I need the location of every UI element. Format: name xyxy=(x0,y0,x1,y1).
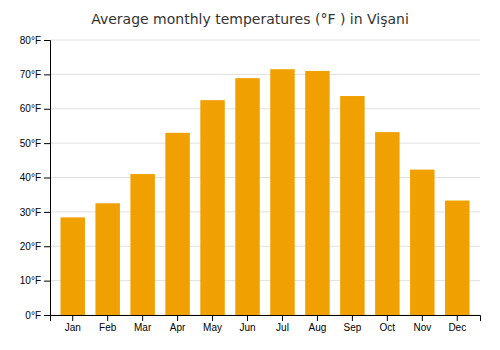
x-tick-mark xyxy=(422,315,423,321)
x-tick: Nov xyxy=(413,315,431,333)
y-tick-label: 50°F xyxy=(20,138,41,149)
x-tick-mark xyxy=(212,315,213,321)
y-tick: 0°F xyxy=(25,310,50,321)
grid-line xyxy=(50,108,480,109)
x-tick-label: Sep xyxy=(343,322,361,333)
bar xyxy=(270,69,294,315)
bar xyxy=(375,132,399,315)
bars xyxy=(60,69,469,315)
x-tick: Oct xyxy=(380,315,396,333)
x-tick-label: Oct xyxy=(380,322,396,333)
y-tick-mark xyxy=(44,246,50,247)
x-tick-label: Jul xyxy=(276,322,289,333)
x-tick-mark xyxy=(247,315,248,321)
x-axis: Jan Feb Mar Apr May Jun Jul Aug Sep Oct Nov Dec xyxy=(51,315,481,333)
x-tick-label: Nov xyxy=(413,322,431,333)
y-tick-label: 40°F xyxy=(20,172,41,183)
x-tick-mark xyxy=(177,315,178,321)
x-tick: Jan xyxy=(65,315,81,333)
y-tick-mark xyxy=(44,143,50,144)
grid-line xyxy=(50,74,480,75)
y-axis-line xyxy=(44,41,51,316)
y-tick: 70°F xyxy=(20,69,50,80)
y-tick-mark xyxy=(44,40,50,41)
x-axis-line xyxy=(51,316,481,322)
y-tick-mark xyxy=(44,212,50,213)
chart: 0°F 10°F 20°F 30°F 40°F 50°F 60°F 70°F 80°F Jan Fe… xyxy=(0,0,500,350)
x-tick-mark xyxy=(457,315,458,321)
y-tick: 20°F xyxy=(20,241,50,252)
x-tick-label: Mar xyxy=(134,322,152,333)
bar xyxy=(235,78,259,315)
x-tick: Sep xyxy=(343,315,361,333)
x-tick-label: Dec xyxy=(448,322,466,333)
x-tick-label: May xyxy=(203,322,222,333)
y-tick-mark xyxy=(44,281,50,282)
x-tick: Apr xyxy=(170,315,186,333)
y-tick-label: 70°F xyxy=(20,69,41,80)
bar xyxy=(165,133,189,315)
y-tick-mark xyxy=(44,178,50,179)
bar xyxy=(410,170,434,315)
x-tick-mark xyxy=(72,315,73,321)
bar xyxy=(95,203,119,315)
grid-line xyxy=(50,143,480,144)
x-tick-label: Feb xyxy=(99,322,117,333)
plot: 0°F 10°F 20°F 30°F 40°F 50°F 60°F 70°F 80°F Jan Fe… xyxy=(20,35,481,333)
y-tick-label: 80°F xyxy=(20,35,41,46)
x-tick: May xyxy=(203,315,222,333)
grid xyxy=(50,40,480,315)
x-tick: Dec xyxy=(448,315,466,333)
y-tick: 10°F xyxy=(20,275,50,286)
y-tick-mark xyxy=(44,315,50,316)
bar xyxy=(200,100,224,315)
x-tick: Jun xyxy=(239,315,255,333)
x-tick-mark xyxy=(282,315,283,321)
x-tick-mark xyxy=(352,315,353,321)
x-tick-label: Jun xyxy=(239,322,255,333)
bar xyxy=(445,201,469,315)
y-tick-mark xyxy=(44,74,50,75)
x-tick-mark xyxy=(107,315,108,321)
y-axis: 0°F 10°F 20°F 30°F 40°F 50°F 60°F 70°F 80°F xyxy=(20,35,51,321)
x-tick-mark xyxy=(317,315,318,321)
y-tick-label: 30°F xyxy=(20,207,41,218)
x-tick-label: Jan xyxy=(65,322,81,333)
title: Average monthly temperatures (°F ) in Vi… xyxy=(91,11,409,27)
y-tick: 50°F xyxy=(20,138,50,149)
y-tick-label: 10°F xyxy=(20,275,41,286)
x-tick: Aug xyxy=(309,315,327,333)
bar xyxy=(340,96,364,315)
y-tick: 40°F xyxy=(20,172,50,183)
bar xyxy=(60,217,84,315)
y-tick-mark xyxy=(44,109,50,110)
y-tick-label: 0°F xyxy=(25,310,41,321)
x-tick-mark xyxy=(387,315,388,321)
bar xyxy=(305,71,329,315)
x-tick: Mar xyxy=(134,315,152,333)
y-tick: 30°F xyxy=(20,207,50,218)
y-tick: 60°F xyxy=(20,103,50,114)
x-tick: Jul xyxy=(276,315,289,333)
y-tick: 80°F xyxy=(20,35,50,46)
x-tick-mark xyxy=(142,315,143,321)
grid-line xyxy=(50,40,480,41)
x-tick: Feb xyxy=(99,315,117,333)
y-tick-label: 20°F xyxy=(20,241,41,252)
x-tick-label: Aug xyxy=(309,322,327,333)
bar xyxy=(130,174,154,315)
y-tick-label: 60°F xyxy=(20,103,41,114)
x-tick-label: Apr xyxy=(170,322,186,333)
